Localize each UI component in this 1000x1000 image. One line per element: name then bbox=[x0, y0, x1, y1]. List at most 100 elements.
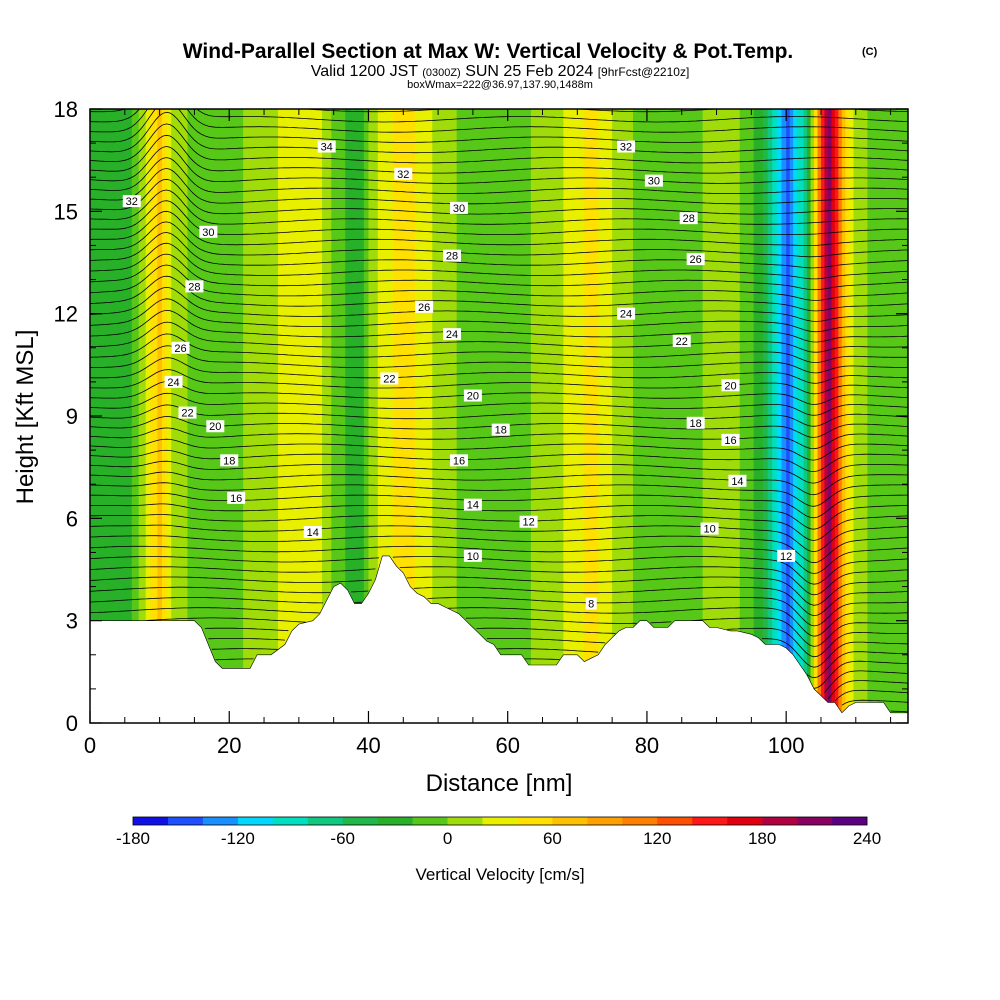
contour-label-text: 26 bbox=[690, 254, 702, 266]
colorbar-swatch bbox=[133, 817, 169, 825]
w-band bbox=[862, 109, 868, 723]
w-band bbox=[166, 109, 170, 723]
y-tick-label: 9 bbox=[66, 404, 78, 429]
w-band bbox=[331, 109, 337, 723]
contour-label-text: 34 bbox=[321, 142, 333, 154]
contour-label-text: 30 bbox=[648, 176, 660, 188]
contour-label-bg bbox=[443, 328, 462, 341]
theta-contour bbox=[90, 242, 908, 280]
w-band bbox=[403, 109, 410, 723]
contour-label: 30 bbox=[449, 201, 468, 215]
colorbar-label: Vertical Velocity [cm/s] bbox=[415, 865, 584, 884]
w-band bbox=[872, 109, 878, 723]
w-band bbox=[363, 109, 370, 723]
w-band bbox=[308, 109, 314, 723]
theta-contour bbox=[90, 597, 908, 627]
w-band bbox=[107, 109, 112, 723]
contour-label: 32 bbox=[617, 140, 636, 154]
colorbar-swatch bbox=[657, 817, 693, 825]
contour-label-text: 32 bbox=[126, 196, 138, 208]
colorbar: -180 -120 -60 0 60 120 180 240 bbox=[116, 816, 881, 848]
w-band bbox=[762, 109, 769, 723]
theta-contour bbox=[90, 111, 908, 154]
contour-label-bg bbox=[585, 597, 597, 610]
colorbar-swatch bbox=[237, 817, 274, 825]
theta-contour bbox=[90, 168, 908, 205]
w-band bbox=[117, 109, 122, 723]
w-band bbox=[772, 109, 778, 723]
contour-label-text: 32 bbox=[397, 169, 409, 181]
theta-contour bbox=[90, 189, 908, 225]
w-band bbox=[141, 109, 144, 723]
w-band bbox=[215, 109, 223, 723]
contour-label-text: 12 bbox=[522, 517, 534, 529]
contour-label-text: 16 bbox=[453, 455, 465, 467]
w-band bbox=[744, 109, 750, 723]
w-band bbox=[138, 109, 142, 723]
theta-contour bbox=[90, 286, 908, 322]
w-band bbox=[264, 109, 272, 723]
w-band bbox=[382, 109, 387, 723]
w-band bbox=[159, 109, 163, 723]
theta-contour bbox=[90, 566, 908, 596]
theta-contour bbox=[90, 576, 908, 606]
colorbar-swatch bbox=[622, 817, 658, 825]
w-band bbox=[312, 109, 316, 723]
contour-label-text: 28 bbox=[683, 213, 695, 225]
x-tick-label: 100 bbox=[768, 733, 805, 758]
contour-label-bg bbox=[686, 416, 705, 429]
theta-contour bbox=[90, 503, 908, 530]
w-band bbox=[136, 109, 140, 723]
w-band bbox=[289, 109, 295, 723]
contour-label-text: 18 bbox=[495, 425, 507, 437]
contour-label-bg bbox=[394, 167, 413, 180]
contour-label-bg bbox=[617, 307, 636, 320]
contour-label-text: 20 bbox=[467, 391, 479, 403]
w-band bbox=[103, 109, 109, 723]
w-band bbox=[322, 109, 325, 723]
contour-label: 16 bbox=[721, 433, 740, 447]
w-band bbox=[152, 109, 156, 723]
contour-label-bg bbox=[449, 201, 468, 214]
contour-label-text: 18 bbox=[690, 418, 702, 430]
theta-contour bbox=[90, 471, 908, 496]
contour-label-text: 32 bbox=[620, 142, 632, 154]
contour-label-bg bbox=[721, 379, 740, 392]
chart-subtitle: Valid 1200 JST (0300Z) SUN 25 Feb 2024 [… bbox=[311, 63, 690, 80]
theta-contour bbox=[90, 345, 908, 374]
theta-contour bbox=[90, 460, 908, 484]
contour-label-bg bbox=[700, 522, 719, 535]
w-band bbox=[414, 109, 422, 723]
x-tick-label: 20 bbox=[217, 733, 241, 758]
theta-contour bbox=[90, 232, 908, 269]
theta-contour bbox=[90, 524, 908, 553]
terrain bbox=[90, 555, 908, 723]
w-band bbox=[335, 109, 342, 723]
contour-label: 30 bbox=[644, 174, 663, 188]
contour-label: 28 bbox=[443, 249, 462, 263]
contour-label-bg bbox=[317, 140, 336, 153]
colorbar-swatch bbox=[377, 817, 413, 825]
colorbar-tick-label: 240 bbox=[853, 829, 881, 848]
colorbar-swatch bbox=[832, 817, 868, 825]
colorbar-tick-label: 60 bbox=[543, 829, 562, 848]
colorbar-swatch bbox=[762, 817, 798, 825]
w-band bbox=[456, 109, 467, 723]
y-axis-label: Height [Kft MSL] bbox=[12, 330, 39, 505]
w-band bbox=[168, 109, 172, 723]
w-band bbox=[121, 109, 126, 723]
contour-label-text: 30 bbox=[453, 203, 465, 215]
w-band bbox=[399, 109, 404, 723]
contour-label-bg bbox=[171, 341, 190, 354]
theta-contour bbox=[90, 586, 908, 617]
w-band bbox=[319, 109, 323, 723]
w-band bbox=[208, 109, 216, 723]
chart-title-mark: (C) bbox=[862, 46, 878, 58]
w-band bbox=[605, 109, 613, 723]
contour-label-text: 10 bbox=[703, 524, 715, 536]
potential-temperature-contours bbox=[90, 109, 908, 713]
w-band bbox=[161, 109, 165, 723]
colorbar-swatch bbox=[587, 817, 623, 825]
w-band bbox=[841, 109, 846, 723]
colorbar-swatch bbox=[307, 817, 344, 825]
